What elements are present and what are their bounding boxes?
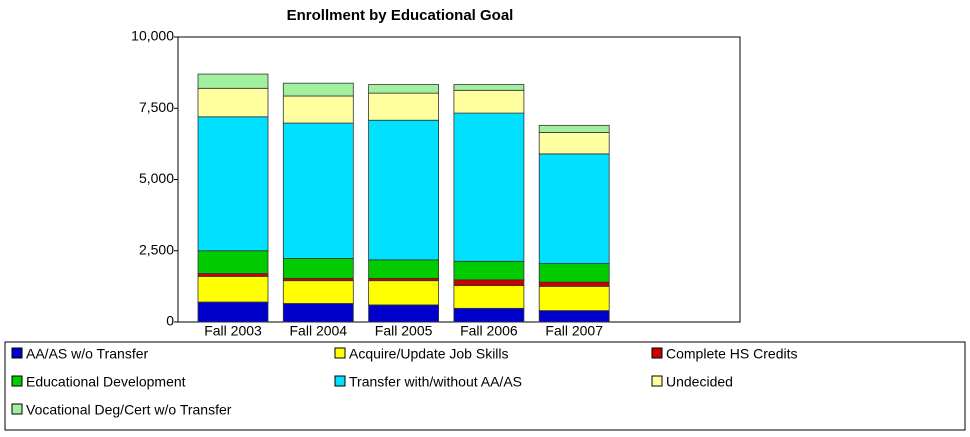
legend-label: Vocational Deg/Cert w/o Transfer [26, 402, 232, 418]
y-tick-label: 2,500 [139, 241, 174, 257]
chart-title: Enrollment by Educational Goal [287, 7, 514, 24]
bar-segment [282, 258, 354, 279]
bar-segment [453, 89, 525, 114]
legend-swatch [651, 375, 663, 387]
bar-segment [197, 275, 269, 303]
legend-label: Transfer with/without AA/AS [349, 374, 522, 390]
y-tick-label: 7,500 [139, 99, 174, 115]
bar-segment [197, 250, 269, 274]
legend-swatch [334, 375, 346, 387]
bar-segment [538, 281, 610, 287]
bar-segment [538, 310, 610, 323]
legend-label: Undecided [666, 374, 733, 390]
legend-swatch [651, 347, 663, 359]
bar-segment [197, 116, 269, 252]
bar-segment [368, 92, 440, 121]
bar-segment [368, 119, 440, 261]
legend-frame [4, 341, 966, 431]
x-tick-label: Fall 2006 [460, 323, 518, 339]
bar-segment [453, 84, 525, 91]
bar-segment [368, 304, 440, 323]
x-tick-label: Fall 2007 [545, 323, 603, 339]
x-tick-label: Fall 2003 [204, 323, 262, 339]
bar-segment [453, 279, 525, 286]
bar-segment [538, 124, 610, 133]
x-tick-label: Fall 2005 [375, 323, 433, 339]
bar-segment [197, 87, 269, 118]
bar-segment [538, 132, 610, 155]
bar-segment [538, 285, 610, 312]
bar-segment [197, 73, 269, 89]
bar-segment [368, 259, 440, 279]
bar-segment [197, 301, 269, 323]
legend-label: Complete HS Credits [666, 346, 798, 362]
bar-segment [197, 273, 269, 277]
legend-swatch [334, 347, 346, 359]
legend-swatch [11, 403, 23, 415]
legend-label: AA/AS w/o Transfer [26, 346, 148, 362]
legend-label: Educational Development [26, 374, 186, 390]
bar-segment [282, 122, 354, 259]
bar-segment [282, 82, 354, 97]
bar-segment [453, 260, 525, 281]
bar-segment [368, 280, 440, 306]
bar-segment [453, 112, 525, 262]
bar-segment [282, 303, 354, 323]
bar-segment [538, 153, 610, 264]
bar-segment [282, 280, 354, 304]
x-tick-label: Fall 2004 [290, 323, 348, 339]
legend-swatch [11, 375, 23, 387]
bar-segment [453, 307, 525, 323]
bar-segment [282, 95, 354, 124]
y-tick-label: 10,000 [131, 28, 174, 44]
bar-segment [453, 285, 525, 309]
bar-segment [538, 263, 610, 283]
bar-segment [368, 84, 440, 94]
legend-label: Acquire/Update Job Skills [349, 346, 509, 362]
y-tick-label: 5,000 [139, 170, 174, 186]
legend-swatch [11, 347, 23, 359]
y-tick-label: 0 [166, 313, 174, 329]
